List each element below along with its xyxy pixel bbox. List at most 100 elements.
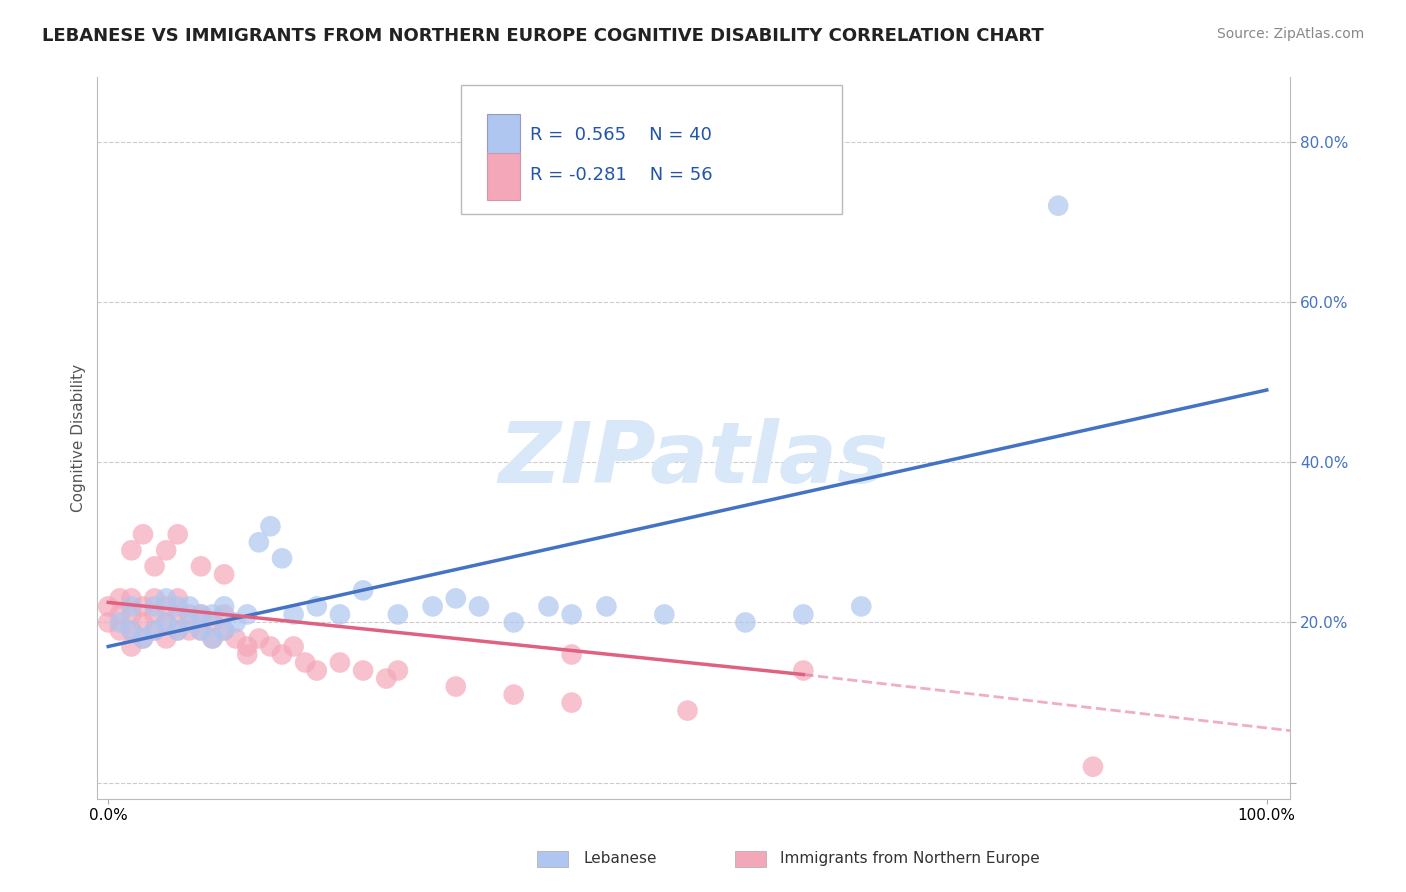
Point bbox=[236, 607, 259, 622]
Point bbox=[236, 648, 259, 662]
Point bbox=[225, 615, 247, 630]
Point bbox=[132, 527, 155, 541]
Point bbox=[97, 615, 120, 630]
Point bbox=[108, 591, 131, 606]
Point bbox=[132, 599, 155, 614]
Point bbox=[190, 607, 212, 622]
Point bbox=[132, 615, 155, 630]
Point bbox=[259, 519, 281, 533]
Point bbox=[212, 624, 235, 638]
Point bbox=[247, 535, 270, 549]
Point bbox=[444, 680, 467, 694]
Text: ZIPatlas: ZIPatlas bbox=[498, 418, 889, 501]
Point bbox=[305, 599, 328, 614]
Point bbox=[225, 632, 247, 646]
Point bbox=[537, 599, 560, 614]
Point bbox=[271, 648, 294, 662]
Point bbox=[166, 607, 188, 622]
Point bbox=[201, 632, 224, 646]
Point bbox=[561, 648, 583, 662]
Point bbox=[190, 624, 212, 638]
Point bbox=[561, 607, 583, 622]
Point bbox=[97, 599, 120, 614]
Point bbox=[271, 551, 294, 566]
Point bbox=[247, 632, 270, 646]
Point bbox=[212, 599, 235, 614]
Point bbox=[595, 599, 617, 614]
Point bbox=[212, 567, 235, 582]
Point bbox=[305, 664, 328, 678]
Point bbox=[329, 607, 352, 622]
Point bbox=[190, 624, 212, 638]
Point bbox=[120, 624, 142, 638]
Text: Immigrants from Northern Europe: Immigrants from Northern Europe bbox=[780, 851, 1040, 865]
Point bbox=[652, 607, 675, 622]
Point bbox=[201, 607, 224, 622]
Point bbox=[387, 607, 409, 622]
Point bbox=[352, 583, 374, 598]
Point bbox=[120, 640, 142, 654]
Point bbox=[143, 607, 166, 622]
Point bbox=[422, 599, 444, 614]
Point bbox=[132, 632, 155, 646]
Point bbox=[166, 624, 188, 638]
Point bbox=[283, 607, 305, 622]
Text: Lebanese: Lebanese bbox=[583, 851, 657, 865]
Point bbox=[166, 527, 188, 541]
Point bbox=[1081, 760, 1104, 774]
Point bbox=[201, 615, 224, 630]
FancyBboxPatch shape bbox=[461, 85, 842, 214]
Point bbox=[352, 664, 374, 678]
Point bbox=[190, 559, 212, 574]
Point bbox=[283, 640, 305, 654]
Point bbox=[502, 615, 524, 630]
Point bbox=[155, 591, 177, 606]
Point bbox=[190, 607, 212, 622]
Text: Source: ZipAtlas.com: Source: ZipAtlas.com bbox=[1216, 27, 1364, 41]
Point bbox=[155, 632, 177, 646]
Point bbox=[502, 688, 524, 702]
Point bbox=[201, 632, 224, 646]
Point bbox=[444, 591, 467, 606]
Point bbox=[734, 615, 756, 630]
Point bbox=[329, 656, 352, 670]
Point bbox=[179, 599, 201, 614]
Point bbox=[120, 624, 142, 638]
Point bbox=[120, 591, 142, 606]
Point bbox=[143, 559, 166, 574]
Point bbox=[792, 664, 814, 678]
Point bbox=[1047, 199, 1070, 213]
Point bbox=[108, 624, 131, 638]
Point bbox=[155, 543, 177, 558]
Point bbox=[155, 615, 177, 630]
Point bbox=[212, 624, 235, 638]
Bar bbox=[486, 113, 520, 161]
Point bbox=[143, 624, 166, 638]
Point bbox=[851, 599, 873, 614]
Point bbox=[166, 591, 188, 606]
Point bbox=[792, 607, 814, 622]
Point bbox=[132, 632, 155, 646]
Point bbox=[166, 599, 188, 614]
Point bbox=[259, 640, 281, 654]
Bar bbox=[486, 153, 520, 200]
Text: R =  0.565    N = 40: R = 0.565 N = 40 bbox=[530, 126, 711, 145]
Point bbox=[120, 599, 142, 614]
Point bbox=[155, 615, 177, 630]
Point bbox=[108, 615, 131, 630]
Point bbox=[179, 615, 201, 630]
Point bbox=[212, 607, 235, 622]
Point bbox=[166, 624, 188, 638]
Point bbox=[561, 696, 583, 710]
Y-axis label: Cognitive Disability: Cognitive Disability bbox=[72, 364, 86, 512]
Point bbox=[179, 607, 201, 622]
Point bbox=[120, 607, 142, 622]
Text: LEBANESE VS IMMIGRANTS FROM NORTHERN EUROPE COGNITIVE DISABILITY CORRELATION CHA: LEBANESE VS IMMIGRANTS FROM NORTHERN EUR… bbox=[42, 27, 1043, 45]
Point bbox=[143, 599, 166, 614]
Point bbox=[143, 591, 166, 606]
Point bbox=[143, 624, 166, 638]
Point bbox=[468, 599, 491, 614]
Point bbox=[294, 656, 316, 670]
Text: R = -0.281    N = 56: R = -0.281 N = 56 bbox=[530, 166, 713, 184]
Point bbox=[179, 624, 201, 638]
